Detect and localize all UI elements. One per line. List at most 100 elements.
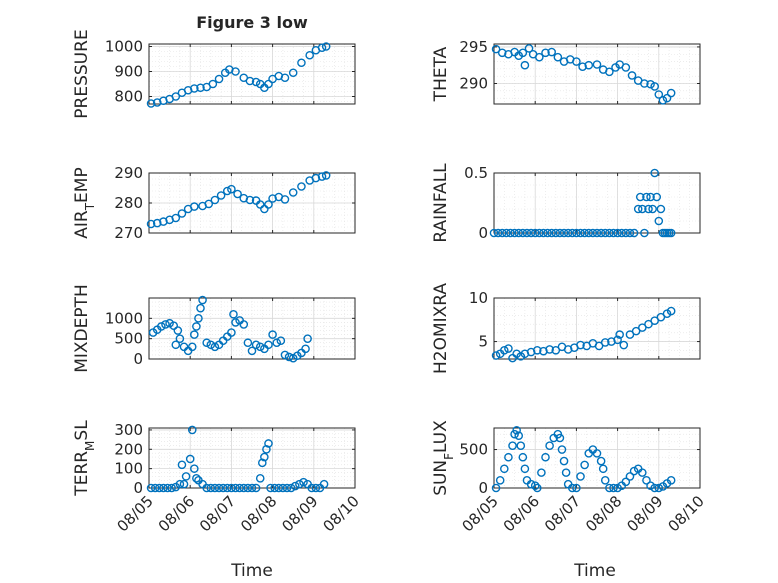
data-point [537, 468, 546, 477]
data-point [572, 228, 581, 238]
y-tick-label: 800 [114, 88, 143, 106]
data-point [247, 346, 257, 356]
data-point [541, 452, 550, 462]
data-point [543, 228, 552, 238]
y-tick-label: 270 [114, 224, 143, 242]
y-tick-label: 5 [478, 333, 488, 351]
data-point [150, 483, 160, 493]
data-point [146, 219, 156, 229]
data-point [638, 204, 647, 214]
data-point [555, 433, 565, 443]
data-point [547, 47, 556, 57]
data-point [652, 192, 662, 202]
data-point [545, 441, 554, 450]
subplot-pressure: 800 900 1000 PRESSURE [72, 29, 356, 119]
data-point [613, 228, 622, 238]
data-point [524, 44, 534, 53]
y-tick-label: 10 [469, 289, 488, 307]
data-point [514, 228, 524, 238]
y-axis-label-part: SUN [431, 460, 451, 496]
data-point [262, 444, 271, 454]
data-point [264, 200, 273, 209]
data-point [245, 76, 255, 86]
y-axis-label-part: AIR [72, 210, 92, 239]
data-point [280, 73, 290, 83]
data-point [625, 330, 635, 339]
data-point [278, 483, 288, 493]
data-point [516, 441, 526, 450]
data-point [198, 295, 207, 305]
data-point [551, 228, 561, 238]
data-point [532, 345, 542, 355]
data-point [290, 481, 300, 491]
data-point [288, 68, 298, 78]
data-point [644, 204, 653, 214]
data-point [187, 342, 197, 352]
data-point [196, 303, 205, 313]
data-point [208, 79, 218, 89]
y-tick-label: 1000 [105, 38, 143, 56]
data-point [617, 228, 627, 238]
data-point [231, 318, 240, 327]
subplot-h2omixra: 5 10 H2OMIXRA [431, 283, 701, 374]
data-point [286, 483, 296, 493]
data-point [627, 71, 637, 80]
data-point [251, 483, 261, 493]
data-point [650, 168, 659, 178]
axes-box [493, 297, 701, 360]
subplot-air_temp: 270 280 290 AIRTEMP [72, 164, 356, 242]
data-point [508, 441, 517, 450]
axes-box [148, 297, 356, 360]
data-point [243, 338, 253, 348]
data-point [493, 228, 503, 238]
data-point [202, 338, 211, 348]
data-point [231, 67, 240, 76]
data-point [638, 468, 647, 477]
data-point [592, 60, 602, 69]
data-point [559, 228, 569, 238]
y-tick-label: 0 [478, 224, 488, 242]
data-point [605, 483, 614, 493]
data-point [535, 228, 544, 238]
y-tick-label: 0 [133, 479, 143, 497]
data-point [547, 228, 556, 238]
data-point [222, 483, 232, 493]
axes-box [493, 427, 701, 489]
data-point [535, 52, 544, 62]
data-point [491, 351, 501, 360]
y-tick-label: 300 [114, 421, 143, 439]
y-axis-label: H2OMIXRA [431, 283, 451, 374]
y-axis-label-part: THETA [431, 46, 451, 102]
y-axis-label: MIXDEPTH [72, 284, 92, 373]
data-point [280, 195, 290, 204]
data-point [163, 483, 172, 493]
data-point [171, 92, 181, 101]
data-point [605, 67, 614, 77]
figure-title: Figure 3 low [196, 13, 308, 32]
data-point [613, 335, 622, 345]
data-point [650, 82, 659, 91]
data-point [491, 44, 501, 54]
data-point [629, 466, 639, 476]
y-tick-label: 900 [114, 63, 143, 81]
data-point [553, 52, 563, 62]
y-tick-label: 500 [114, 330, 143, 348]
data-point [561, 468, 571, 477]
data-point [656, 312, 666, 322]
data-point [504, 452, 513, 462]
data-point [572, 483, 581, 493]
data-point [179, 479, 189, 489]
data-point [489, 228, 499, 238]
y-tick-label: 500 [459, 441, 488, 459]
data-point [644, 319, 653, 329]
data-point [218, 483, 228, 493]
data-point [615, 330, 624, 339]
data-point [592, 228, 602, 238]
data-point [305, 50, 314, 60]
data-point [274, 483, 284, 493]
data-point [600, 338, 610, 347]
data-point [522, 228, 532, 238]
data-point [171, 340, 181, 350]
